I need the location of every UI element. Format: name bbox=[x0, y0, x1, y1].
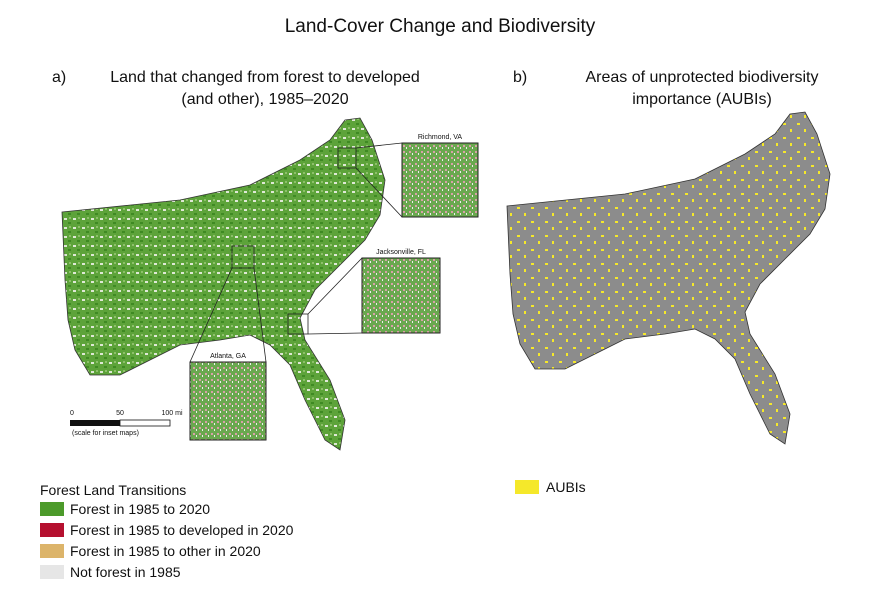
inset-map bbox=[361, 257, 441, 334]
panel-title: importance (AUBIs) bbox=[632, 91, 772, 108]
inset-label: Jacksonville, FL bbox=[376, 249, 426, 256]
legend-label: Forest in 1985 to other in 2020 bbox=[70, 543, 261, 559]
panel-title: Land that changed from forest to develop… bbox=[110, 69, 420, 86]
panel-title: Areas of unprotected biodiversity bbox=[585, 69, 818, 86]
legend-swatch bbox=[515, 480, 539, 494]
legend: Forest in 1985 to 2020 Forest in 1985 to … bbox=[40, 501, 294, 580]
panel-letter: b) bbox=[513, 69, 527, 86]
figure-title: Land-Cover Change and Biodiversity bbox=[285, 16, 596, 37]
panel-title: (and other), 1985–2020 bbox=[181, 91, 348, 108]
scale-label: 50 bbox=[116, 410, 124, 417]
scale-label: 100 mi bbox=[161, 410, 182, 417]
panel-letter: a) bbox=[52, 69, 66, 86]
legend-swatch bbox=[40, 544, 64, 558]
inset-map bbox=[189, 361, 267, 441]
scale-label: 0 bbox=[70, 410, 74, 417]
legend-label: Forest in 1985 to 2020 bbox=[70, 501, 210, 517]
legend-label: Forest in 1985 to developed in 2020 bbox=[70, 522, 294, 538]
aubi-map bbox=[506, 111, 831, 445]
legend-label: AUBIs bbox=[546, 479, 586, 495]
scale-note: (scale for inset maps) bbox=[72, 430, 139, 437]
inset-map bbox=[401, 142, 479, 218]
scale-bar: 0 50 100 mi (scale for inset maps) bbox=[70, 410, 183, 437]
legend-swatch bbox=[40, 523, 64, 537]
legend-swatch bbox=[40, 502, 64, 516]
legend-label: Not forest in 1985 bbox=[70, 564, 181, 580]
inset-label: Atlanta, GA bbox=[210, 353, 246, 360]
inset-connectors bbox=[189, 142, 403, 363]
legend: AUBIs bbox=[515, 479, 586, 495]
scale-segment bbox=[119, 419, 171, 427]
legend-swatch bbox=[40, 565, 64, 579]
legend-title: Forest Land Transitions bbox=[40, 482, 186, 498]
scale-segment bbox=[70, 420, 120, 426]
inset-label: Richmond, VA bbox=[418, 134, 463, 141]
